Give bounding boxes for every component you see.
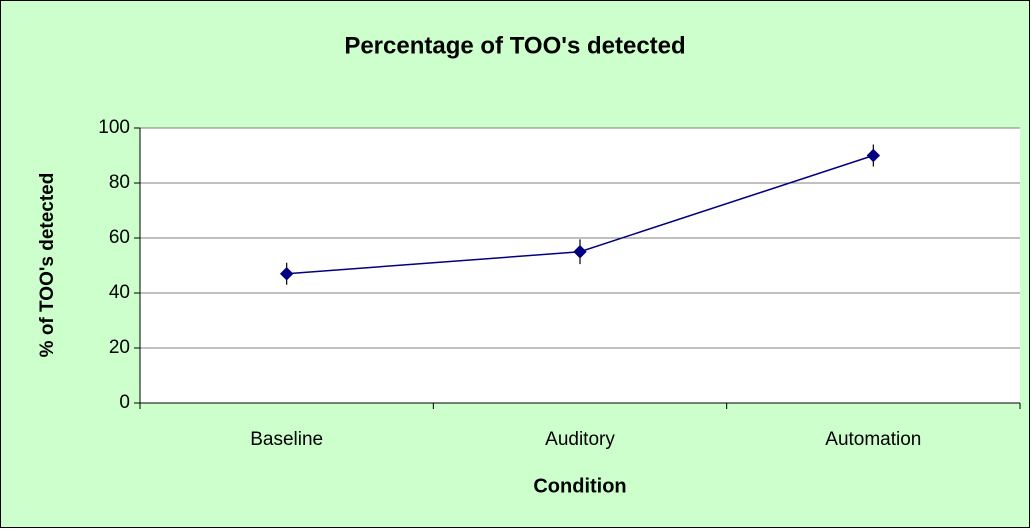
y-tick-label: 40 bbox=[109, 282, 130, 303]
x-tick-label: Baseline bbox=[250, 429, 323, 450]
x-tick-label: Automation bbox=[825, 429, 921, 450]
plot-area bbox=[140, 128, 1020, 403]
chart-title: Percentage of TOO's detected bbox=[344, 32, 685, 59]
y-tick-label: 100 bbox=[98, 117, 130, 138]
y-axis-label: % of TOO's detected bbox=[37, 173, 58, 358]
x-axis-label: Condition bbox=[533, 475, 626, 497]
y-tick-label: 60 bbox=[109, 227, 130, 248]
y-tick-label: 0 bbox=[119, 392, 130, 413]
y-tick-label: 80 bbox=[109, 172, 130, 193]
y-tick-label: 20 bbox=[109, 337, 130, 358]
marker bbox=[866, 148, 881, 163]
marker bbox=[279, 267, 294, 281]
x-tick-label: Auditory bbox=[545, 429, 615, 450]
marker bbox=[573, 245, 587, 259]
